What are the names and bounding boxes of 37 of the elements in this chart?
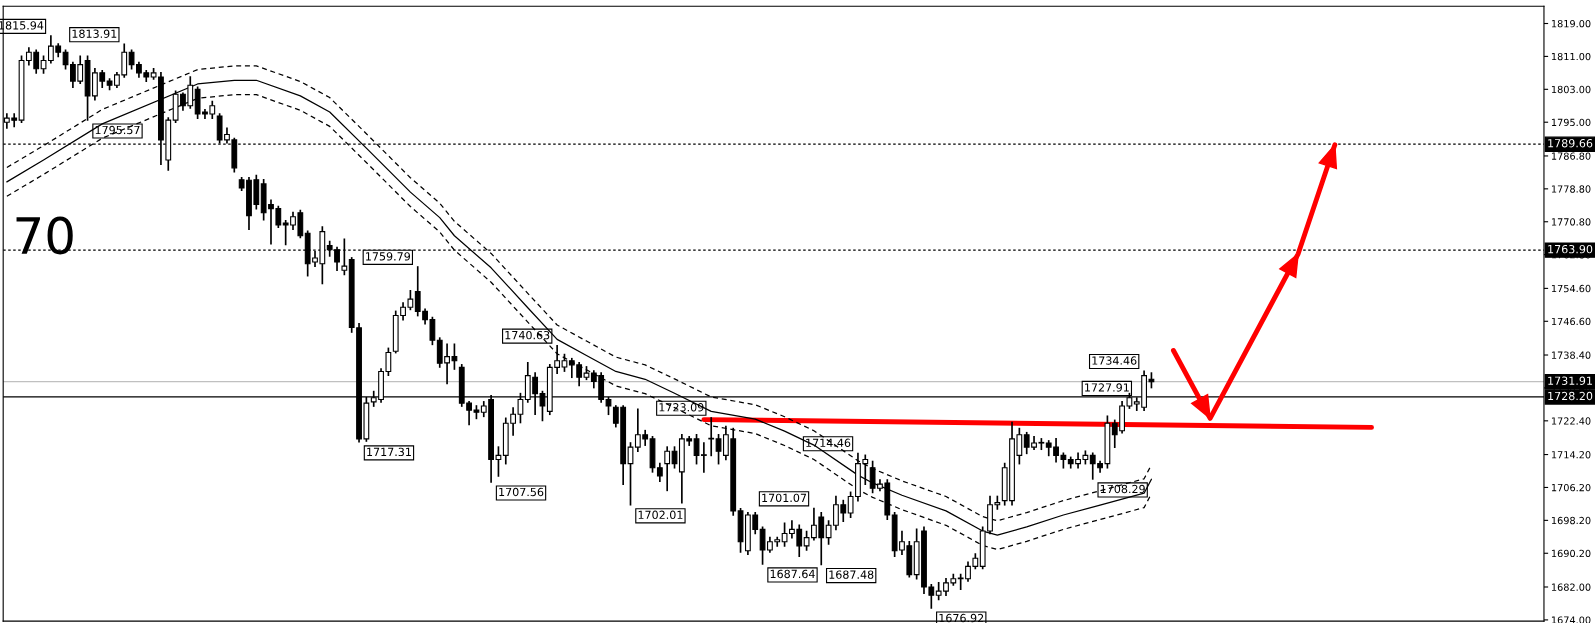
y-tick-label: 1819.00 bbox=[1551, 19, 1591, 28]
y-tick-label: 1803.00 bbox=[1551, 85, 1591, 94]
text: 1701.07 bbox=[762, 493, 807, 503]
text: 1702.01 bbox=[638, 510, 683, 520]
text: 1813.91 bbox=[72, 29, 117, 38]
text: 1795.57 bbox=[95, 125, 140, 135]
ref-line-label: 1728.20 bbox=[1548, 391, 1593, 401]
ref-line-label: 1763.90 bbox=[1548, 244, 1593, 254]
y-tick-label: 1698.20 bbox=[1551, 516, 1591, 525]
ref-line-label: 1789.66 bbox=[1548, 139, 1593, 148]
y-tick-label: 1795.00 bbox=[1551, 118, 1591, 127]
y-tick-label: 1674.00 bbox=[1551, 616, 1591, 623]
y-tick-label: 1738.40 bbox=[1551, 351, 1591, 359]
y-tick-label: 1811.00 bbox=[1551, 52, 1591, 61]
text: 1740.63 bbox=[505, 330, 550, 340]
text: 1707.56 bbox=[499, 487, 544, 497]
text: 1687.48 bbox=[829, 570, 874, 579]
y-tick-label: 1778.80 bbox=[1551, 185, 1591, 193]
text: 1727.91 bbox=[1085, 383, 1129, 392]
ref-line-label: 1731.91 bbox=[1548, 376, 1592, 385]
text: 1759.79 bbox=[366, 252, 410, 261]
y-tick-label: 1786.80 bbox=[1551, 152, 1591, 160]
y-tick-label: 1706.20 bbox=[1551, 483, 1591, 492]
text: 1687.64 bbox=[770, 569, 815, 579]
text: 1717.31 bbox=[367, 447, 411, 457]
y-tick-label: 1690.20 bbox=[1551, 549, 1591, 558]
candlestick bbox=[664, 446, 671, 492]
candlestick bbox=[708, 417, 715, 457]
y-tick-label: 1714.20 bbox=[1551, 451, 1591, 459]
y-tick-label: 1746.60 bbox=[1551, 317, 1591, 326]
y-tick-label: 1722.40 bbox=[1551, 417, 1591, 425]
annotation: 70 bbox=[16, 216, 73, 255]
text: 1734.46 bbox=[1092, 356, 1137, 365]
y-tick-label: 1770.80 bbox=[1551, 218, 1591, 226]
y-tick-label: 1682.00 bbox=[1551, 583, 1591, 591]
y-tick-label: 1754.60 bbox=[1551, 284, 1591, 293]
text: 1676.92 bbox=[939, 613, 984, 623]
